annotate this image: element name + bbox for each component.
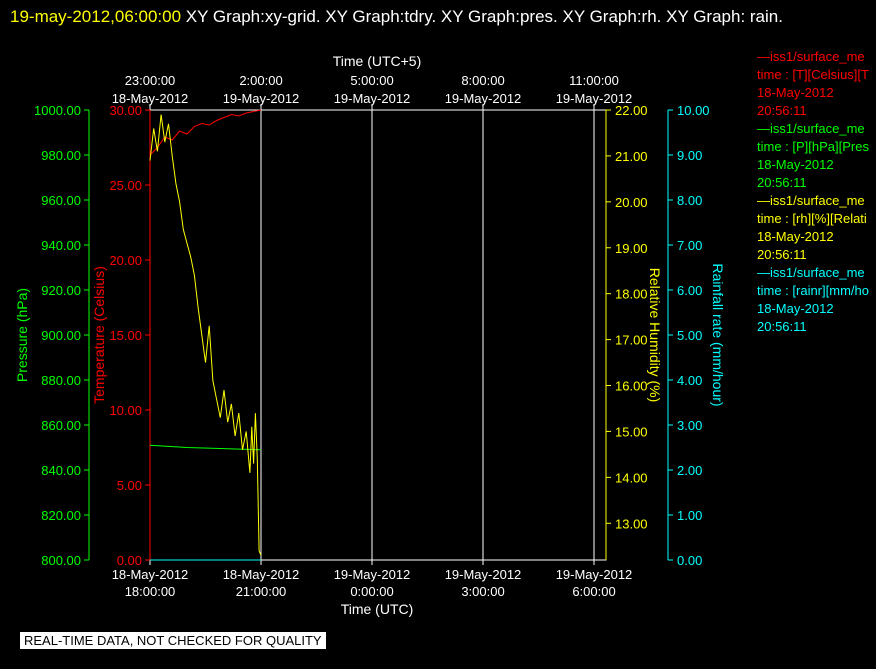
x-tick-label-top-date: 19-May-2012 (334, 91, 411, 106)
x-axis-label-bottom: Time (UTC) (341, 601, 414, 617)
pressure-tick-label: 940.00 (41, 238, 81, 253)
x-tick-label-date: 19-May-2012 (556, 567, 633, 582)
pressure-tick-label: 900.00 (41, 328, 81, 343)
legend-entry-line1: —iss1/surface_me (757, 265, 865, 280)
humidity-tick-label: 22.00 (615, 103, 648, 118)
x-tick-label-date: 18-May-2012 (112, 567, 189, 582)
pressure-axis-label: Pressure (hPa) (14, 288, 30, 382)
x-tick-label-time: 18:00:00 (125, 584, 176, 599)
humidity-tick-label: 13.00 (615, 516, 648, 531)
legend-entry-line3: 18-May-2012 (757, 85, 834, 100)
x-tick-label-time: 3:00:00 (461, 584, 504, 599)
humidity-tick-label: 20.00 (615, 195, 648, 210)
rain-tick-label: 0.00 (677, 553, 702, 568)
temperature-tick-label: 10.00 (109, 403, 142, 418)
temperature-tick-label: 0.00 (117, 553, 142, 568)
humidity-tick-label: 18.00 (615, 287, 648, 302)
title-timestamp: 19-may-2012,06:00:00 (10, 7, 182, 26)
x-tick-label-time: 6:00:00 (572, 584, 615, 599)
humidity-tick-label: 17.00 (615, 333, 648, 348)
pressure-tick-label: 980.00 (41, 148, 81, 163)
x-tick-label-date: 19-May-2012 (445, 567, 522, 582)
x-tick-label-top-time: 2:00:00 (239, 73, 282, 88)
legend-entry-line2: time : [T][Celsius][T (757, 67, 869, 82)
legend-entry-line1: —iss1/surface_me (757, 49, 865, 64)
rain-tick-label: 8.00 (677, 193, 702, 208)
x-tick-label-top-date: 19-May-2012 (445, 91, 522, 106)
rain-tick-label: 7.00 (677, 238, 702, 253)
legend-entry-line3: 18-May-2012 (757, 301, 834, 316)
legend-entry-line3: 18-May-2012 (757, 229, 834, 244)
page-title: 19-may-2012,06:00:00 XY Graph:xy-grid. X… (10, 2, 870, 31)
pressure-tick-label: 1000.00 (34, 103, 81, 118)
plot-frame (149, 109, 607, 561)
rain-tick-label: 3.00 (677, 418, 702, 433)
temperature-tick-label: 5.00 (117, 478, 142, 493)
humidity-axis-label: Relative Humidity (%) (647, 268, 663, 403)
series-humidity (149, 114, 262, 556)
series-temperature (149, 109, 262, 156)
legend-entry-line4: 20:56:11 (757, 319, 807, 334)
title-graph-list: XY Graph:xy-grid. XY Graph:tdry. XY Grap… (181, 7, 783, 26)
temperature-axis-label: Temperature (Celsius) (91, 266, 107, 404)
rain-axis-label: Rainfall rate (mm/hour) (710, 263, 726, 406)
humidity-tick-label: 21.00 (615, 149, 648, 164)
pressure-tick-label: 960.00 (41, 193, 81, 208)
rain-tick-label: 10.00 (677, 103, 710, 118)
temperature-tick-label: 25.00 (109, 178, 142, 193)
legend-entry-line1: —iss1/surface_me (757, 121, 865, 136)
x-tick-label-time: 0:00:00 (350, 584, 393, 599)
rain-tick-label: 5.00 (677, 328, 702, 343)
legend-entry-line2: time : [rainr][mm/ho (757, 283, 869, 298)
legend-entry-line2: time : [rh][%][Relati (757, 211, 867, 226)
x-tick-label-top-time: 11:00:00 (569, 73, 619, 88)
x-tick-label-time: 21:00:00 (236, 584, 287, 599)
legend-entry-line2: time : [P][hPa][Pres (757, 139, 869, 154)
temperature-tick-label: 20.00 (109, 253, 142, 268)
rain-tick-label: 1.00 (677, 508, 702, 523)
pressure-tick-label: 920.00 (41, 283, 81, 298)
x-tick-label-date: 19-May-2012 (334, 567, 411, 582)
legend-entry-line1: —iss1/surface_me (757, 193, 865, 208)
pressure-tick-label: 840.00 (41, 463, 81, 478)
humidity-tick-label: 16.00 (615, 379, 648, 394)
rain-tick-label: 4.00 (677, 373, 702, 388)
humidity-tick-label: 14.00 (615, 470, 648, 485)
x-tick-label-top-date: 18-May-2012 (112, 91, 189, 106)
x-tick-label-top-date: 19-May-2012 (556, 91, 633, 106)
pressure-tick-label: 860.00 (41, 418, 81, 433)
humidity-tick-label: 19.00 (615, 241, 648, 256)
temperature-tick-label: 30.00 (109, 103, 142, 118)
legend-entry-line4: 20:56:11 (757, 175, 807, 190)
pressure-tick-label: 820.00 (41, 508, 81, 523)
x-tick-label-date: 18-May-2012 (223, 567, 300, 582)
series-pressure (149, 444, 262, 451)
legend-entry-line3: 18-May-2012 (757, 157, 834, 172)
pressure-tick-label: 880.00 (41, 373, 81, 388)
x-tick-label-top-time: 5:00:00 (350, 73, 393, 88)
rain-tick-label: 6.00 (677, 283, 702, 298)
humidity-tick-label: 15.00 (615, 424, 648, 439)
legend-entry-line4: 20:56:11 (757, 103, 807, 118)
legend-entry-line4: 20:56:11 (757, 247, 807, 262)
x-axis-label-top: Time (UTC+5) (333, 53, 422, 69)
x-tick-label-top-date: 19-May-2012 (223, 91, 300, 106)
quality-notice: REAL-TIME DATA, NOT CHECKED FOR QUALITY (20, 632, 326, 649)
rain-tick-label: 2.00 (677, 463, 702, 478)
temperature-tick-label: 15.00 (109, 328, 142, 343)
rain-tick-label: 9.00 (677, 148, 702, 163)
pressure-tick-label: 800.00 (41, 553, 81, 568)
x-tick-label-top-time: 23:00:00 (125, 73, 176, 88)
x-tick-label-top-time: 8:00:00 (461, 73, 504, 88)
